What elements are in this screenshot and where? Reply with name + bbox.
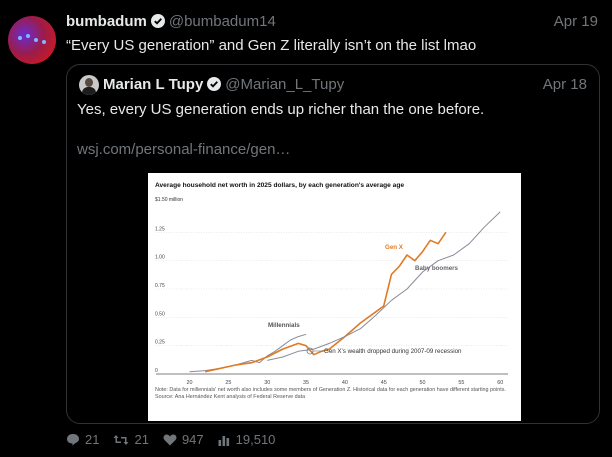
like-button[interactable]: 947 — [163, 432, 204, 447]
reply-button[interactable]: 21 — [66, 432, 99, 447]
quoted-handle[interactable]: @Marian_L_Tupy — [225, 76, 345, 93]
like-count: 947 — [181, 432, 204, 447]
views-bar-chart-icon — [218, 435, 229, 446]
quoted-tweet[interactable]: Marian L Tupy @Marian_L_Tupy Apr 18 Yes, … — [66, 64, 600, 424]
quoted-date[interactable]: Apr 18 — [542, 76, 587, 93]
tweet-header: bumbadum @bumbadum14 — [66, 13, 276, 30]
y-tick-label: 1.25 — [155, 226, 165, 232]
verified-badge-icon — [207, 77, 222, 91]
quoted-header: Marian L Tupy @Marian_L_Tupy — [103, 76, 344, 93]
x-tick-label: 50 — [420, 380, 426, 386]
action-bar: 21 21 947 19,510 — [66, 432, 275, 447]
x-tick-label: 20 — [187, 380, 193, 386]
chart-title: Average household net worth in 2025 doll… — [155, 182, 404, 189]
y-tick-label: 0.25 — [155, 340, 165, 346]
reply-icon — [67, 434, 79, 446]
verified-badge-icon — [150, 14, 165, 28]
y-tick-label: 0.50 — [155, 311, 165, 317]
series-label-baby-boomers: Baby boomers — [415, 265, 459, 272]
chart-image[interactable]: Average household net worth in 2025 doll… — [148, 173, 521, 421]
y-tick-label: 0 — [155, 368, 158, 374]
x-tick-label: 40 — [342, 380, 348, 386]
tweet-text: “Every US generation” and Gen Z literall… — [66, 37, 477, 54]
series-label-millennials: Millennials — [268, 322, 300, 329]
x-tick-label: 30 — [264, 380, 270, 386]
retweet-button[interactable]: 21 — [113, 432, 149, 447]
series-label-gen-x: Gen X — [385, 244, 404, 251]
x-tick-label: 55 — [458, 380, 464, 386]
display-name[interactable]: bumbadum — [66, 13, 147, 30]
quoted-text: Yes, every US generation ends up richer … — [77, 101, 485, 118]
chart-source: Source: Ana Hernández Kent analysis of F… — [155, 393, 306, 400]
recession-annotation: Gen X’s wealth dropped during 2007-09 re… — [324, 348, 462, 355]
quoted-avatar[interactable] — [79, 75, 99, 95]
retweet-icon — [113, 434, 129, 445]
x-tick-label: 60 — [497, 380, 503, 386]
y-tick-label: 1.00 — [155, 255, 165, 261]
x-tick-label: 25 — [225, 380, 231, 386]
x-tick-label: 45 — [381, 380, 387, 386]
tweet-date[interactable]: Apr 19 — [553, 13, 598, 30]
quoted-link[interactable]: wsj.com/personal-finance/gen… — [77, 141, 291, 158]
avatar[interactable] — [8, 16, 56, 64]
series-line-millennials — [189, 333, 307, 373]
retweet-count: 21 — [134, 432, 149, 447]
net-worth-chart: Average household net worth in 2025 doll… — [155, 182, 508, 400]
quoted-display-name[interactable]: Marian L Tupy — [103, 76, 204, 93]
series-line-baby-boomers — [267, 211, 501, 361]
chart-note: Note: Data for millennials' net worth al… — [155, 387, 506, 393]
y-axis-top-label: $1.50 million — [155, 197, 183, 203]
heart-icon — [163, 434, 177, 445]
reply-count: 21 — [85, 432, 100, 447]
y-tick-label: 0.75 — [155, 283, 165, 289]
x-tick-label: 35 — [303, 380, 309, 386]
views-button[interactable]: 19,510 — [218, 432, 276, 447]
handle[interactable]: @bumbadum14 — [168, 13, 276, 30]
view-count: 19,510 — [235, 432, 276, 447]
